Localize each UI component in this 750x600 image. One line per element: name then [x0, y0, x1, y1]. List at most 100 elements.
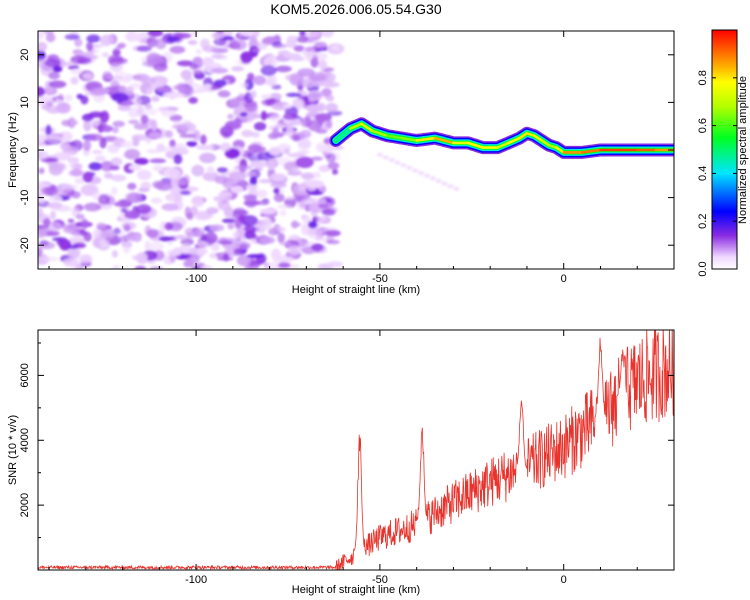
noise-blob — [173, 32, 192, 39]
ridge-core-segment — [349, 122, 363, 130]
noise-blob — [297, 138, 312, 150]
spectrogram-noise — [38, 31, 460, 269]
noise-blob — [180, 122, 197, 132]
noise-blob — [159, 221, 167, 232]
ridge-core-segment — [360, 122, 374, 133]
noise-blob — [179, 243, 192, 255]
noise-blob — [183, 260, 194, 268]
spectrogram-ytick-label: 10 — [19, 96, 31, 108]
noise-blob — [285, 74, 301, 82]
noise-blob — [312, 54, 319, 66]
noise-blob — [260, 236, 276, 244]
noise-blob — [52, 65, 63, 73]
snr-series-line — [38, 330, 674, 570]
noise-blob — [272, 127, 280, 140]
noise-blob — [134, 265, 147, 269]
noise-blob — [55, 98, 63, 104]
spectrogram-xtick-label: 0 — [561, 273, 567, 285]
noise-blob — [331, 44, 340, 52]
noise-blob — [261, 94, 272, 100]
noise-blob — [312, 171, 321, 179]
noise-blob — [158, 236, 174, 242]
noise-blob — [310, 243, 324, 252]
noise-blob — [67, 246, 81, 259]
trail-blob — [406, 165, 413, 170]
noise-blob — [238, 93, 245, 99]
colorbar-tick-label: 0.2 — [697, 214, 709, 229]
noise-blob — [114, 202, 121, 207]
noise-blob — [223, 205, 234, 218]
noise-blob — [195, 211, 213, 220]
noise-blob — [191, 265, 200, 269]
noise-blob — [227, 223, 235, 230]
colorbar-label: Normalized spectral amplitude — [737, 76, 749, 224]
spectrogram-xtick-label: -50 — [372, 273, 388, 285]
spectrogram-xtick-label: -100 — [185, 273, 207, 285]
noise-blob — [151, 95, 160, 102]
noise-blob — [41, 99, 56, 107]
noise-blob — [67, 218, 75, 223]
ridge-core-segment — [334, 127, 352, 142]
noise-blob — [283, 104, 293, 109]
ridge-core-segment — [532, 134, 544, 142]
trail-blob — [394, 160, 401, 165]
noise-blob — [137, 105, 145, 117]
colorbar-scale — [712, 30, 737, 269]
noise-blob — [124, 33, 136, 40]
ridge-core-segment — [415, 136, 437, 142]
noise-blob — [293, 45, 305, 52]
noise-blob — [239, 165, 247, 173]
noise-blob — [256, 189, 268, 198]
noise-blob — [113, 227, 121, 235]
noise-blob — [146, 242, 165, 251]
noise-blob — [307, 90, 323, 102]
noise-blob — [116, 199, 130, 208]
noise-blob — [111, 250, 118, 258]
noise-blob — [322, 72, 336, 83]
noise-blob — [302, 216, 312, 224]
noise-blob — [273, 193, 285, 203]
noise-blob — [307, 190, 324, 196]
noise-blob — [38, 167, 45, 174]
ridge-core-segment — [518, 132, 529, 140]
noise-blob — [89, 119, 101, 127]
noise-blob — [307, 119, 323, 132]
noise-blob — [270, 248, 282, 261]
noise-blob — [195, 144, 214, 150]
trail-blob — [429, 176, 436, 181]
noise-blob — [283, 148, 291, 155]
spectrogram-ytick-label: -10 — [19, 190, 31, 206]
noise-blob — [165, 193, 182, 202]
ridge-core-segment — [580, 148, 602, 154]
noise-blob — [269, 146, 281, 156]
noise-blob — [164, 130, 173, 139]
noise-blob — [126, 192, 144, 204]
noise-blob — [325, 102, 339, 113]
noise-blob — [282, 113, 299, 120]
noise-blob — [124, 86, 134, 96]
noise-blob — [296, 150, 310, 155]
snr-ytick-label: 4000 — [19, 428, 31, 452]
noise-blob — [327, 162, 340, 170]
noise-blob — [43, 31, 55, 35]
snr-xtick-label: -50 — [372, 574, 388, 586]
noise-blob — [74, 38, 83, 47]
noise-blob — [166, 206, 176, 211]
trail-blob — [418, 171, 425, 176]
noise-blob — [244, 230, 256, 240]
noise-blob — [122, 242, 131, 254]
noise-blob — [186, 141, 198, 147]
noise-blob — [243, 200, 261, 206]
noise-blob — [243, 194, 258, 201]
spectrogram-ytick-label: 20 — [19, 49, 31, 61]
noise-blob — [299, 31, 306, 36]
noise-blob — [117, 42, 126, 49]
noise-blob — [286, 245, 302, 256]
noise-blob — [173, 84, 187, 91]
noise-blob — [176, 60, 194, 67]
noise-blob — [192, 129, 201, 141]
noise-blob — [111, 92, 130, 103]
noise-blob — [119, 235, 126, 243]
noise-blob — [173, 120, 183, 126]
